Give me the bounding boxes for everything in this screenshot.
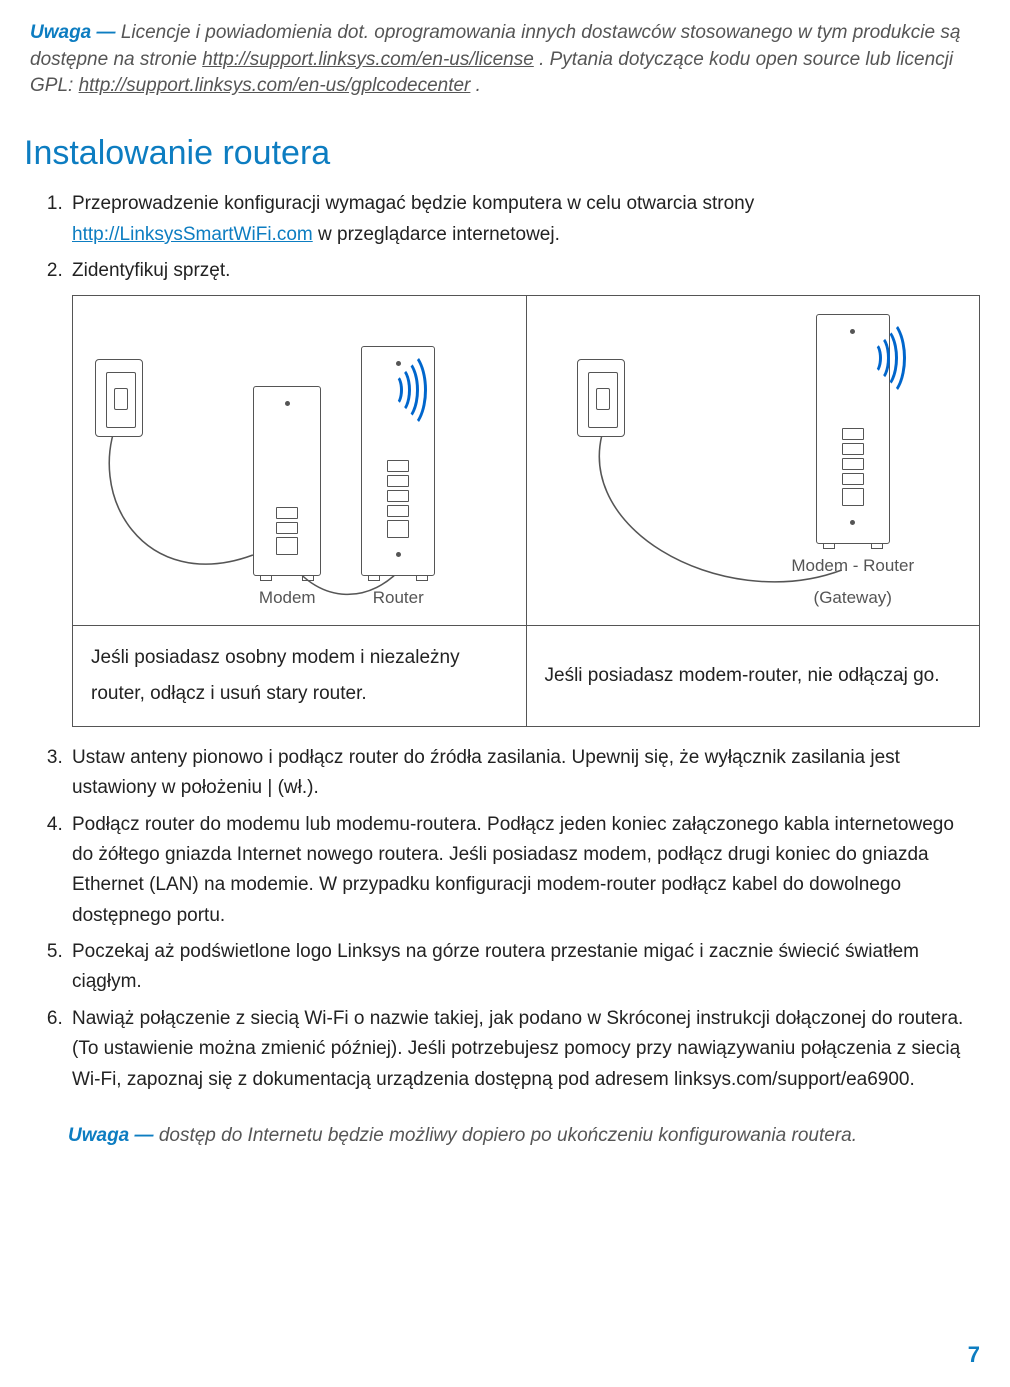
gateway-label: Modem - Router (Gateway)	[791, 550, 914, 615]
step-1-text-a: Przeprowadzenie konfiguracji wymagać będ…	[72, 193, 754, 214]
gpl-link[interactable]: http://support.linksys.com/en-us/gplcode…	[79, 75, 471, 96]
bottom-note: Uwaga — dostęp do Internetu będzie możli…	[30, 1123, 980, 1150]
note-text-3: .	[476, 75, 481, 96]
equipment-left-caption: Jeśli posiadasz osobny modem i niezależn…	[73, 625, 527, 726]
step-6: Nawiąż połączenie z siecią Wi-Fi o nazwi…	[68, 1004, 980, 1095]
smartwifi-link[interactable]: http://LinksysSmartWiFi.com	[72, 224, 313, 245]
license-link[interactable]: http://support.linksys.com/en-us/license	[202, 49, 534, 70]
equipment-left-image-cell: Modem Router	[73, 295, 527, 625]
top-license-note: Uwaga — Licencje i powiadomienia dot. op…	[30, 20, 980, 100]
step-3: Ustaw anteny pionowo i podłącz router do…	[68, 743, 980, 804]
modem-router-diagram: Modem Router	[83, 355, 516, 615]
step-1: Przeprowadzenie konfiguracji wymagać będ…	[68, 189, 980, 250]
modem-label: Modem	[259, 582, 316, 614]
note-label: Uwaga —	[30, 22, 121, 43]
wifi-waves-icon	[868, 324, 918, 394]
equipment-right-caption: Jeśli posiadasz modem-router, nie odłącz…	[526, 625, 980, 726]
install-steps-list: Przeprowadzenie konfiguracji wymagać będ…	[30, 189, 980, 1095]
router-label: Router	[373, 582, 424, 614]
step-1-text-b: w przeglądarce internetowej.	[318, 224, 560, 245]
equipment-right-image-cell: Modem - Router (Gateway)	[526, 295, 980, 625]
modem-icon	[253, 386, 321, 576]
wall-outlet-icon	[95, 359, 143, 437]
bottom-note-label: Uwaga —	[68, 1125, 159, 1146]
step-4: Podłącz router do modemu lub modemu-rout…	[68, 810, 980, 932]
step-2-text: Zidentyfikuj sprzęt.	[72, 260, 230, 281]
wifi-waves-icon	[389, 356, 439, 426]
bottom-note-text: dostęp do Internetu będzie możliwy dopie…	[159, 1125, 857, 1146]
step-2: Zidentyfikuj sprzęt.	[68, 256, 980, 727]
step-5: Poczekaj aż podświetlone logo Linksys na…	[68, 937, 980, 998]
gateway-diagram: Modem - Router (Gateway)	[537, 355, 970, 615]
page-number: 7	[968, 1340, 980, 1371]
wall-outlet-icon	[577, 359, 625, 437]
section-heading: Instalowanie routera	[24, 130, 980, 178]
equipment-table: Modem Router	[72, 295, 980, 727]
